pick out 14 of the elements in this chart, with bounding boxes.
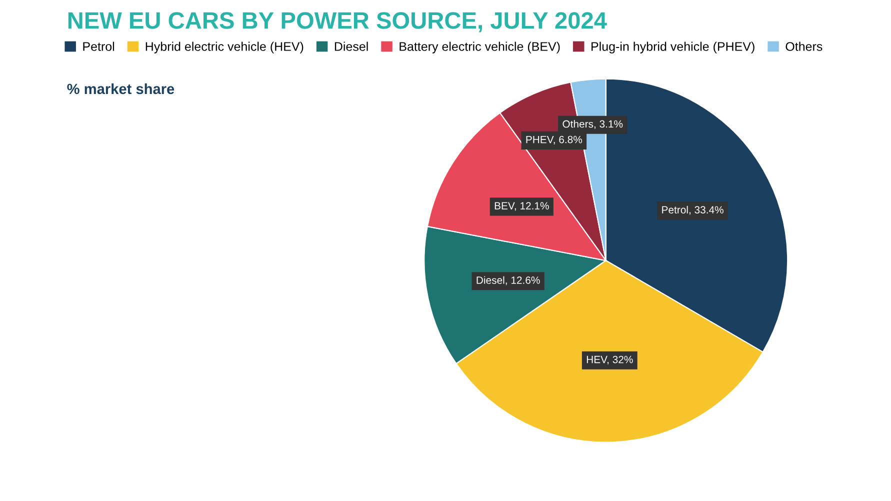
data-label: Petrol, 33.4% xyxy=(662,206,724,215)
legend-label: Petrol xyxy=(83,42,114,51)
legend-label: Plug-in hybrid vehicle (PHEV) xyxy=(592,42,754,54)
legend-label: Diesel xyxy=(334,42,368,51)
data-label: HEV, 32% xyxy=(586,356,633,364)
data-label: PHEV, 6.8% xyxy=(526,136,582,144)
text: % market share xyxy=(67,83,174,94)
data-label: Diesel, 12.6% xyxy=(476,276,540,286)
chart-title: NEW EU CARS BY POWER SOURCE, JULY 2024 xyxy=(68,12,607,32)
legend-label: Hybrid electric vehicle (HEV) xyxy=(146,42,304,54)
data-label: BEV, 12.1% xyxy=(494,202,549,211)
data-label: Others, 3.1% xyxy=(562,120,623,129)
legend-label: Battery electric vehicle (BEV) xyxy=(400,42,560,54)
legend-label: Others xyxy=(786,42,822,51)
